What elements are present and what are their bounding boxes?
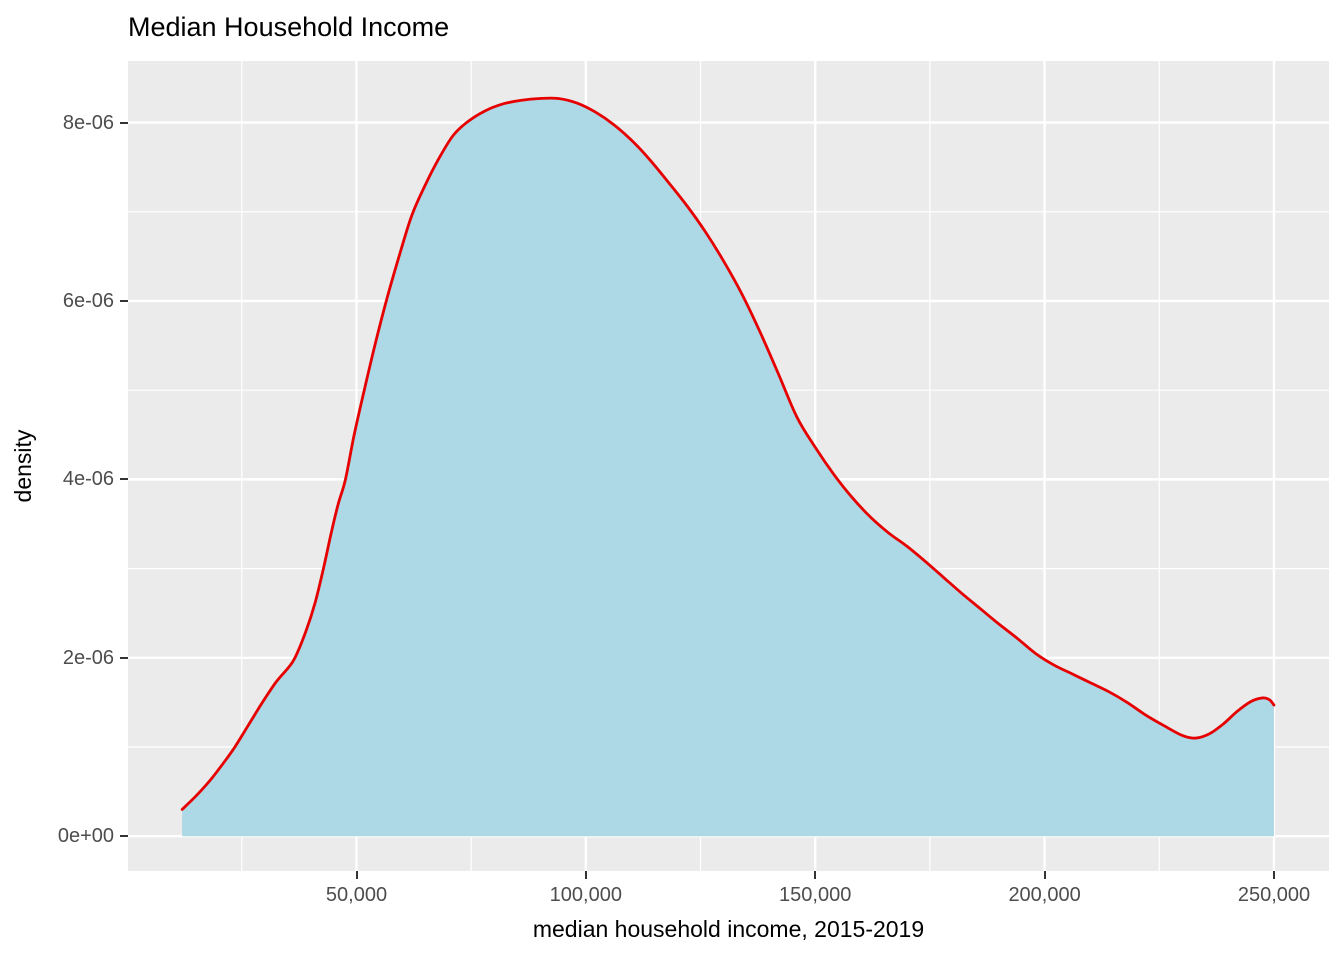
y-axis-tick-label: 0e+00 xyxy=(57,825,114,848)
y-axis-tick-mark xyxy=(120,835,128,838)
y-axis-tick-label: 2e-06 xyxy=(62,646,114,669)
y-axis-title: density xyxy=(10,429,36,503)
density-area-fill xyxy=(182,98,1274,837)
y-axis-tick-label: 6e-06 xyxy=(62,290,114,312)
x-axis-tick-mark xyxy=(1043,871,1046,879)
x-axis-tick-mark xyxy=(584,871,587,879)
x-axis-tick-label: 200,000 xyxy=(1008,884,1081,906)
x-axis-tick-label: 150,000 xyxy=(779,884,852,906)
y-axis-tick-mark xyxy=(120,300,128,302)
y-axis-tick-label: 8e-06 xyxy=(62,111,114,134)
y-axis-tick-mark xyxy=(120,656,128,659)
chart-title: Median Household Income xyxy=(128,12,450,42)
x-axis-tick-label: 100,000 xyxy=(549,884,622,906)
plot-panel xyxy=(128,61,1329,871)
x-axis-tick-mark xyxy=(355,871,358,879)
x-axis-tick-label: 50,000 xyxy=(325,884,388,906)
x-axis-tick-mark xyxy=(814,871,817,879)
y-axis-tick-label: 4e-06 xyxy=(62,468,114,491)
density-curve-svg xyxy=(128,61,1329,871)
x-axis-tick-mark xyxy=(1273,871,1275,879)
y-axis-tick-mark xyxy=(120,478,128,481)
density-curve-line xyxy=(180,96,1276,811)
x-axis-tick-label: 250,000 xyxy=(1237,884,1311,906)
x-axis-title: median household income, 2015-2019 xyxy=(532,916,925,942)
y-axis-tick-mark xyxy=(120,121,128,124)
